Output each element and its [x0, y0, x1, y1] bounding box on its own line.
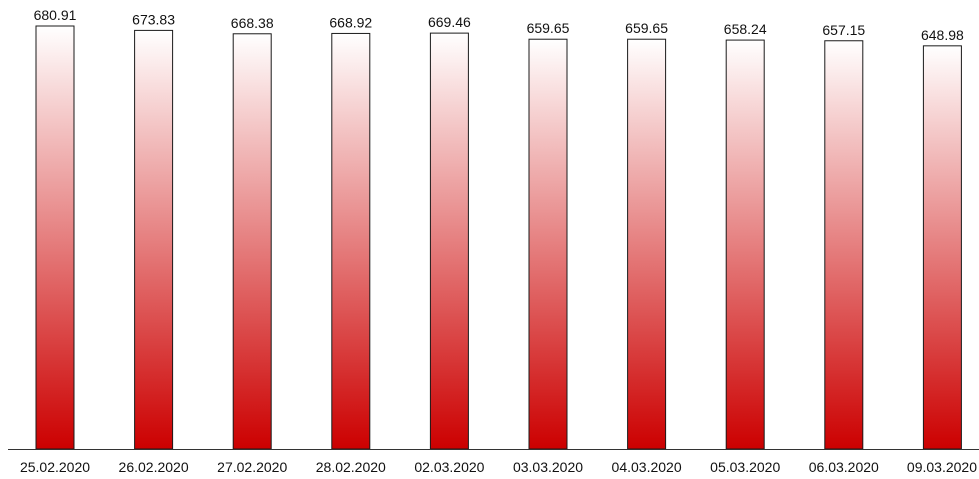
x-tick-label: 05.03.2020 [710, 459, 780, 475]
bar-25.02.2020 [35, 25, 75, 450]
x-tick-labels-layer: 25.02.2020 26.02.2020 27.02.2020 28.02.2020… [20, 459, 977, 475]
value-label: 680.91 [34, 7, 77, 23]
x-tick-label: 02.03.2020 [414, 459, 484, 475]
value-label: 659.65 [527, 20, 570, 36]
value-label: 659.65 [625, 20, 668, 36]
x-tick-label: 06.03.2020 [809, 459, 879, 475]
value-label: 658.24 [724, 21, 767, 37]
x-tick-label: 25.02.2020 [20, 459, 90, 475]
bar-26.02.2020 [134, 29, 174, 450]
bar-05.03.2020 [725, 39, 765, 450]
value-label: 657.15 [822, 22, 865, 38]
x-tick-label: 28.02.2020 [316, 459, 386, 475]
value-label: 648.98 [921, 27, 964, 43]
bar-27.02.2020 [232, 33, 272, 450]
bars-layer [35, 25, 962, 450]
value-label: 669.46 [428, 14, 471, 30]
x-tick-label: 27.02.2020 [217, 459, 287, 475]
value-label: 673.83 [132, 11, 175, 27]
bar-06.03.2020 [824, 40, 864, 450]
bar-04.03.2020 [627, 38, 667, 450]
value-labels-layer: 680.91 673.83 668.38 668.92 669.46 659.65 659.… [34, 7, 964, 43]
x-tick-label: 26.02.2020 [119, 459, 189, 475]
x-tick-label: 04.03.2020 [612, 459, 682, 475]
bar-28.02.2020 [331, 32, 371, 450]
bar-02.03.2020 [429, 32, 469, 450]
x-tick-label: 09.03.2020 [907, 459, 977, 475]
bar-03.03.2020 [528, 38, 568, 450]
bar-09.03.2020 [922, 45, 962, 450]
value-label: 668.92 [329, 14, 372, 30]
x-tick-label: 03.03.2020 [513, 459, 583, 475]
value-label: 668.38 [231, 15, 274, 31]
